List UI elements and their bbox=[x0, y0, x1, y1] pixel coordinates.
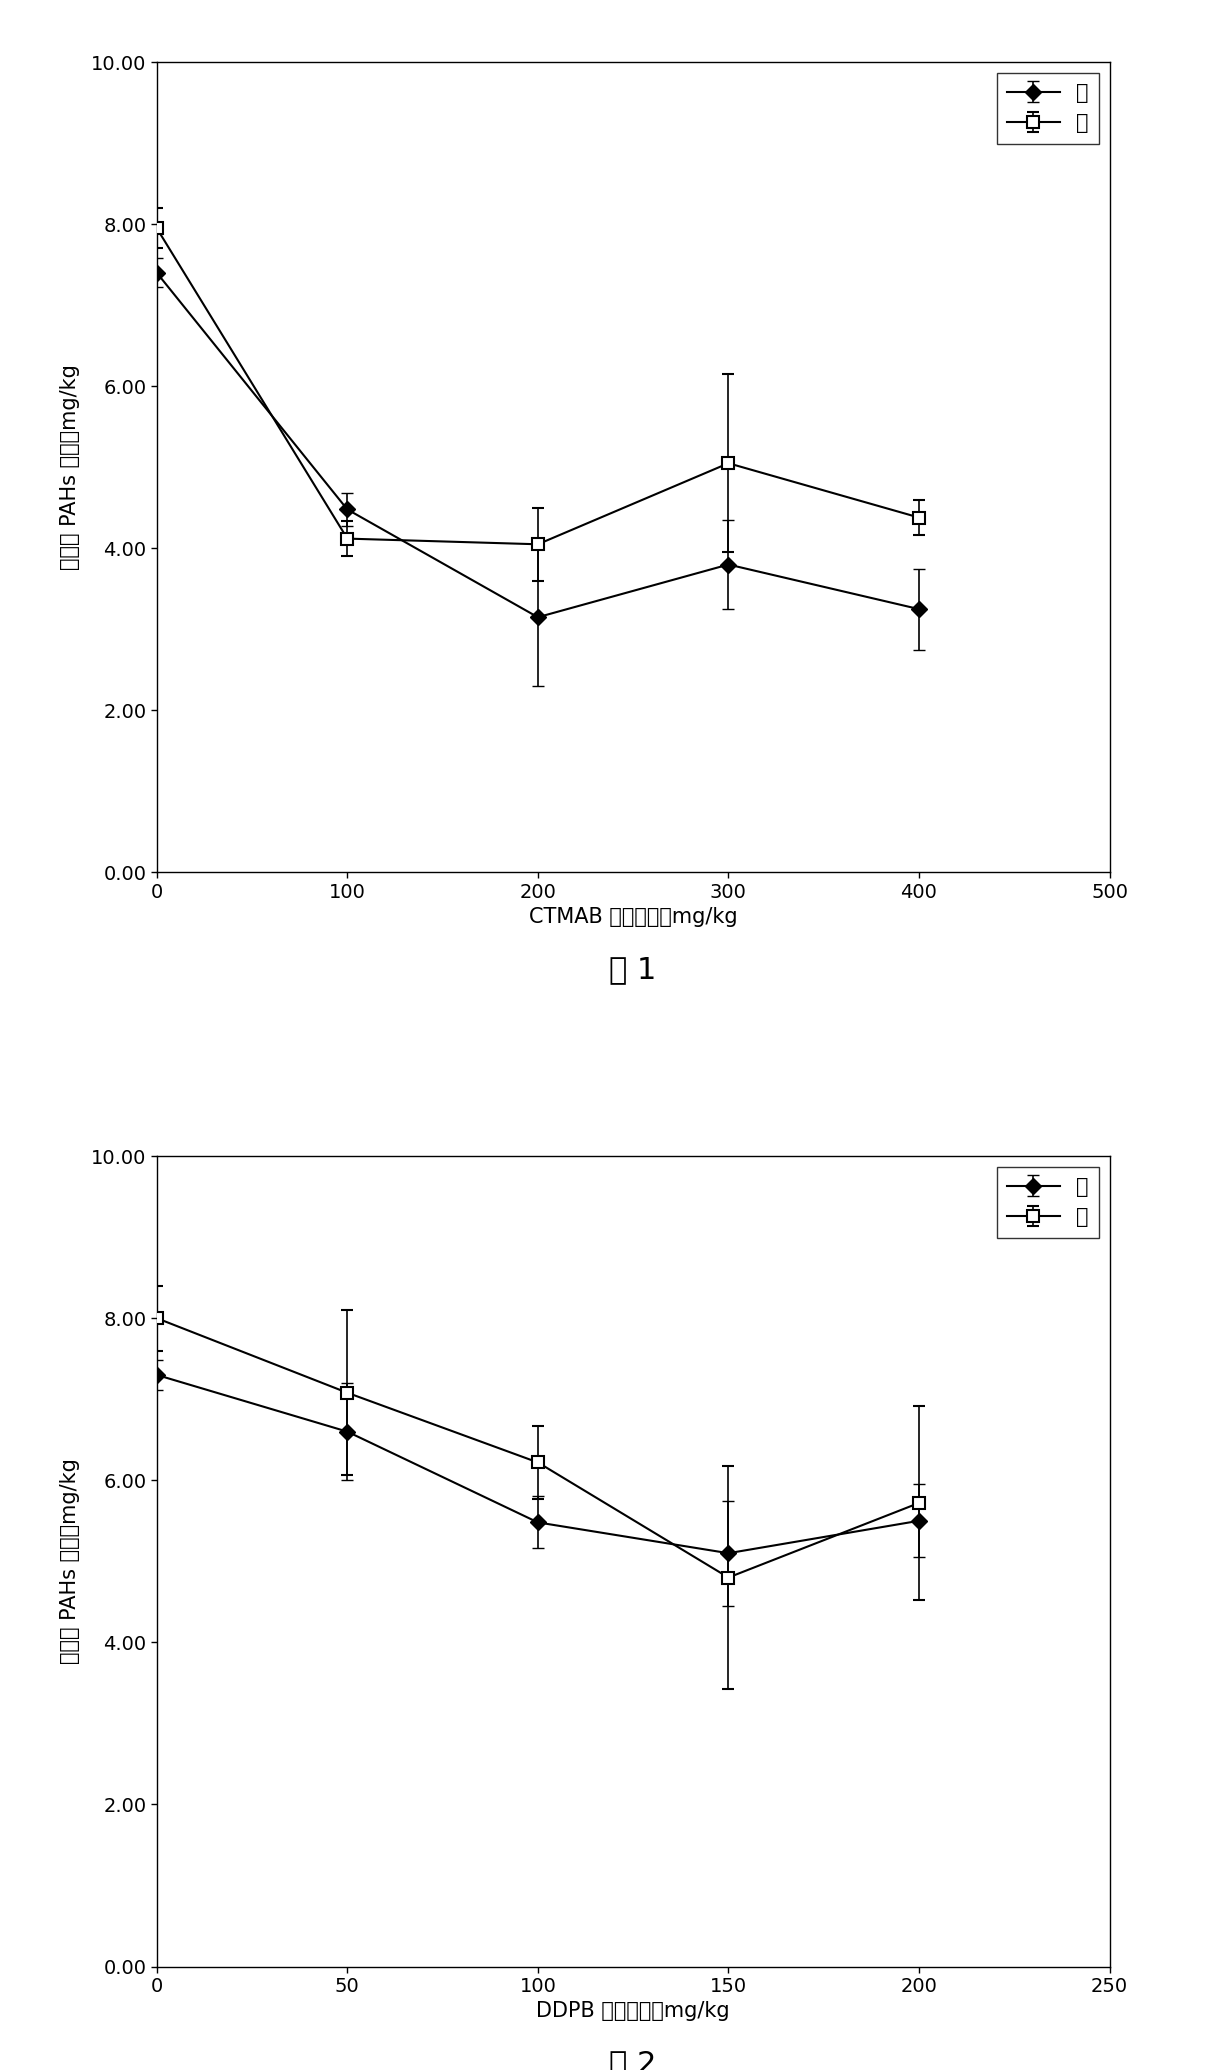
X-axis label: DDPB 投加浓度，mg/kg: DDPB 投加浓度，mg/kg bbox=[537, 2002, 730, 2022]
Text: 图 1: 图 1 bbox=[609, 954, 657, 983]
Text: 图 2: 图 2 bbox=[609, 2049, 657, 2070]
Y-axis label: 苎叶中 PAHs 含量，mg/kg: 苎叶中 PAHs 含量，mg/kg bbox=[60, 1459, 80, 1664]
Legend: 菲, 蘑: 菲, 蘑 bbox=[997, 72, 1099, 143]
Y-axis label: 苎叶中 PAHs 含量，mg/kg: 苎叶中 PAHs 含量，mg/kg bbox=[60, 364, 80, 569]
X-axis label: CTMAB 投加浓度，mg/kg: CTMAB 投加浓度，mg/kg bbox=[529, 907, 737, 927]
Legend: 菲, 蘑: 菲, 蘑 bbox=[997, 1167, 1099, 1238]
